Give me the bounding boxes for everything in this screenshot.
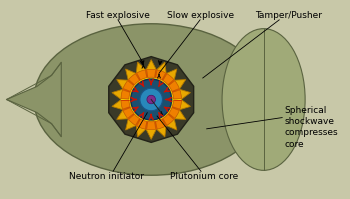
Wedge shape — [121, 90, 130, 99]
Wedge shape — [121, 100, 130, 109]
Text: Fast explosive: Fast explosive — [86, 11, 150, 20]
Wedge shape — [156, 70, 166, 80]
Wedge shape — [156, 119, 166, 129]
Text: Slow explosive: Slow explosive — [167, 11, 234, 20]
Wedge shape — [173, 100, 181, 109]
Wedge shape — [129, 114, 140, 125]
Wedge shape — [137, 119, 147, 129]
Text: Neutron initiator: Neutron initiator — [69, 172, 144, 181]
Wedge shape — [147, 69, 156, 77]
Wedge shape — [169, 81, 179, 91]
Wedge shape — [121, 100, 130, 109]
Wedge shape — [147, 122, 156, 130]
Wedge shape — [123, 108, 134, 118]
Wedge shape — [163, 114, 174, 125]
Circle shape — [121, 69, 181, 130]
Ellipse shape — [34, 24, 268, 175]
Wedge shape — [123, 81, 134, 91]
Wedge shape — [129, 74, 140, 85]
Wedge shape — [123, 81, 134, 91]
Text: Spherical
shockwave
compresses
core: Spherical shockwave compresses core — [284, 106, 338, 148]
Wedge shape — [129, 74, 140, 85]
Wedge shape — [147, 122, 156, 130]
Wedge shape — [163, 74, 174, 85]
Polygon shape — [7, 62, 61, 137]
Wedge shape — [147, 69, 156, 77]
Circle shape — [140, 88, 162, 111]
Wedge shape — [163, 74, 174, 85]
Text: Plutonium core: Plutonium core — [170, 172, 238, 181]
Polygon shape — [109, 57, 194, 142]
Wedge shape — [169, 108, 179, 118]
Wedge shape — [173, 90, 181, 99]
Wedge shape — [173, 100, 181, 109]
Polygon shape — [112, 60, 190, 139]
Wedge shape — [156, 70, 166, 80]
Wedge shape — [156, 119, 166, 129]
Wedge shape — [123, 108, 134, 118]
Text: Tamper/Pusher: Tamper/Pusher — [256, 11, 322, 20]
Wedge shape — [121, 90, 130, 99]
Wedge shape — [137, 119, 147, 129]
Wedge shape — [137, 70, 147, 80]
Wedge shape — [169, 81, 179, 91]
Ellipse shape — [222, 29, 305, 170]
Circle shape — [131, 79, 172, 120]
Circle shape — [147, 95, 155, 104]
Wedge shape — [169, 108, 179, 118]
Wedge shape — [163, 114, 174, 125]
Wedge shape — [137, 70, 147, 80]
Wedge shape — [173, 90, 181, 99]
Wedge shape — [129, 114, 140, 125]
